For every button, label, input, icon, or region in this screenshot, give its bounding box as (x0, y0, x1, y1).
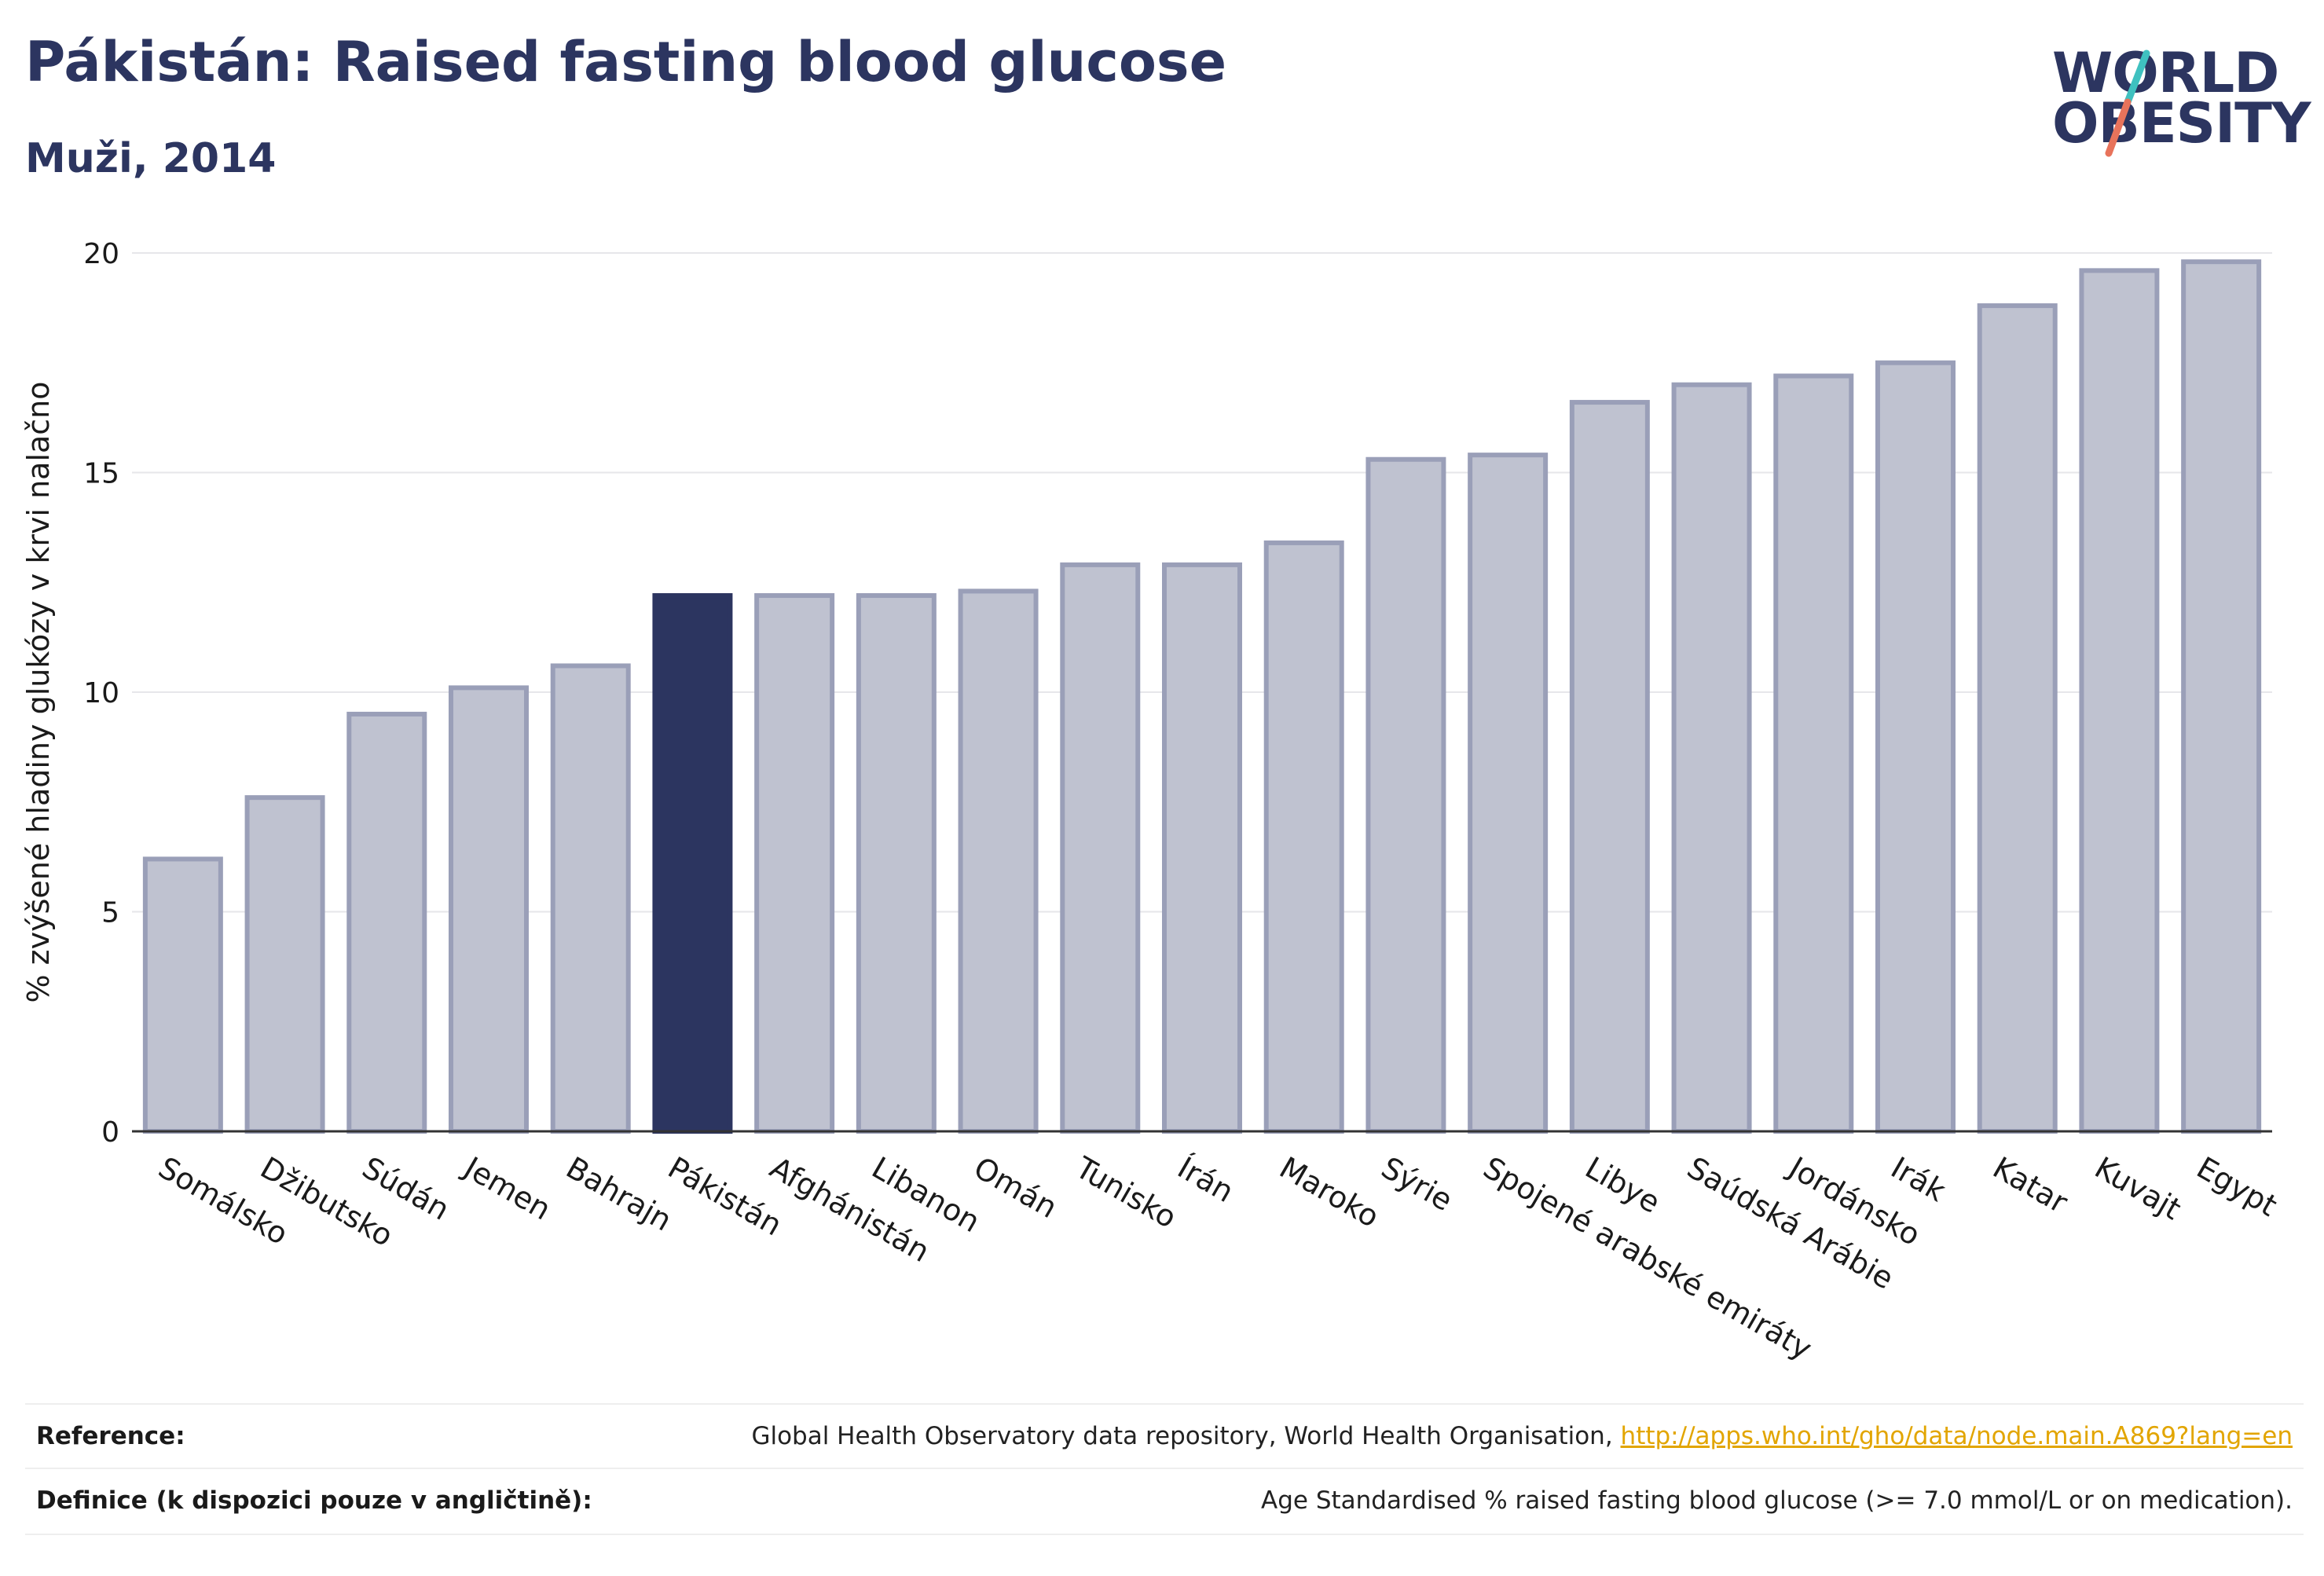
x-tick-label: Bahrajn (560, 1150, 677, 1238)
bar-20[interactable] (2079, 268, 2160, 1134)
x-tick-label: Tunisko (1069, 1149, 1182, 1235)
footer-definition-row: Definice (k dispozici pouze v angličtině… (25, 1468, 2304, 1535)
bar-18[interactable] (1875, 360, 1956, 1134)
y-tick-label: 0 (101, 1116, 119, 1149)
x-tick-label: Írán (1172, 1150, 1240, 1209)
reference-link[interactable]: http://apps.who.int/gho/data/node.main.A… (1620, 1422, 2293, 1450)
bar-15[interactable] (1569, 400, 1650, 1134)
page-subtitle: Muži, 2014 (25, 135, 277, 182)
x-tick-label: Pákistán (662, 1150, 788, 1243)
bar-9[interactable] (958, 588, 1039, 1134)
y-axis-label: % zvýšené hladiny glukózy v krvi nalačno (21, 381, 56, 1002)
page-title: Pákistán: Raised fasting blood glucose (25, 30, 1227, 94)
bar-16[interactable] (1671, 382, 1752, 1134)
x-tick-label: Kuvajt (2089, 1150, 2187, 1226)
world-obesity-logo[interactable]: WORLD OBESITY (2043, 31, 2311, 173)
bar-3[interactable] (346, 711, 427, 1134)
y-tick-label: 20 (83, 238, 119, 270)
x-tick-label: Irák (1886, 1150, 1952, 1208)
footer-reference-row: Reference: Global Health Observatory dat… (25, 1403, 2304, 1469)
definition-label: Definice (k dispozici pouze v angličtině… (36, 1486, 592, 1515)
definition-value: Age Standardised % raised fasting blood … (1261, 1486, 2293, 1515)
y-tick-label: 5 (101, 897, 119, 929)
x-tick-label: Katar (1987, 1150, 2073, 1220)
bar-6[interactable] (652, 593, 733, 1134)
bar-13[interactable] (1365, 456, 1446, 1134)
bar-19[interactable] (1977, 303, 2058, 1134)
logo-slash-icon (2105, 49, 2150, 157)
reference-value: Global Health Observatory data repositor… (751, 1422, 2293, 1450)
bar-10[interactable] (1060, 562, 1141, 1134)
bars (142, 259, 2262, 1134)
logo-line-1: WORLD (2052, 41, 2279, 105)
bar-12[interactable] (1263, 540, 1344, 1134)
x-tick-label: Maroko (1274, 1150, 1385, 1234)
bar-17[interactable] (1773, 373, 1854, 1134)
bar-2[interactable] (244, 795, 325, 1134)
bar-1[interactable] (142, 856, 223, 1134)
logo-line-2: OBESITY (2052, 91, 2311, 156)
bar-11[interactable] (1162, 562, 1242, 1134)
bar-4[interactable] (449, 685, 529, 1134)
y-tick-label: 15 (83, 458, 119, 490)
bar-14[interactable] (1468, 453, 1549, 1134)
reference-text: Global Health Observatory data repositor… (751, 1422, 1621, 1450)
x-tick-label: Jemen (457, 1149, 557, 1227)
bar-7[interactable] (754, 593, 835, 1134)
bar-8[interactable] (856, 593, 937, 1134)
y-tick-label: 10 (83, 677, 119, 709)
reference-label: Reference: (36, 1422, 185, 1450)
x-tick-label: Egypt (2191, 1150, 2283, 1223)
bar-21[interactable] (2181, 259, 2262, 1134)
x-tick-label: Sýrie (1376, 1150, 1458, 1218)
bar-5[interactable] (550, 663, 631, 1134)
